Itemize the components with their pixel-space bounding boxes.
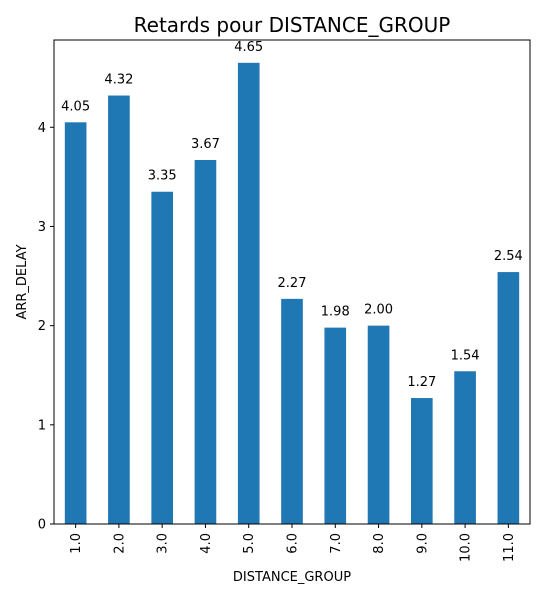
y-tick-label: 2 <box>38 319 46 334</box>
x-tick-label: 3.0 <box>156 533 171 554</box>
bars-layer <box>64 62 520 525</box>
data-label-4.0: 3.67 <box>191 137 220 152</box>
bar-10.0 <box>454 371 476 524</box>
data-label-9.0: 1.27 <box>407 375 436 390</box>
x-tick-label: 5.0 <box>242 533 257 554</box>
x-axis-label: DISTANCE_GROUP <box>233 570 351 585</box>
x-tick-label: 11.0 <box>502 533 517 562</box>
data-label-8.0: 2.00 <box>364 303 393 318</box>
data-label-11.0: 2.54 <box>494 249 523 264</box>
data-label-1.0: 4.05 <box>61 99 90 114</box>
bar-9.0 <box>411 398 433 524</box>
x-axis: 1.0 2.0 3.0 4.0 5.0 6.0 7.0 8.0 9.0 10.0 11.0 <box>69 524 517 562</box>
y-tick-label: 0 <box>38 518 46 533</box>
x-tick-label: 6.0 <box>286 533 301 554</box>
bar-8.0 <box>367 325 390 524</box>
data-label-3.0: 3.35 <box>148 169 177 184</box>
bar-2.0 <box>108 95 130 524</box>
y-tick-label: 1 <box>38 418 46 433</box>
y-axis-label: ARR_DELAY <box>15 244 30 319</box>
x-tick-label: 10.0 <box>459 533 474 562</box>
x-tick-label: 4.0 <box>199 533 214 554</box>
data-label-6.0: 2.27 <box>278 276 307 291</box>
data-label-7.0: 1.98 <box>321 305 350 320</box>
y-tick-label: 4 <box>38 121 46 136</box>
chart-title: Retards pour DISTANCE_GROUP <box>134 13 451 37</box>
x-tick-label: 7.0 <box>329 533 344 554</box>
y-axis: 0 1 2 3 4 <box>38 121 54 533</box>
data-label-5.0: 4.65 <box>234 40 263 55</box>
data-labels-layer: 4.05 4.32 3.35 3.67 4.65 2.27 1.98 2.00 1.27 1.54… <box>61 40 523 390</box>
bar-1.0 <box>64 122 87 524</box>
x-tick-label: 9.0 <box>415 533 430 554</box>
bar-6.0 <box>281 298 303 524</box>
bar-3.0 <box>151 191 173 524</box>
bar-7.0 <box>324 327 347 524</box>
bar-5.0 <box>237 62 260 525</box>
x-tick-label: 8.0 <box>372 533 387 554</box>
x-tick-label: 1.0 <box>69 533 84 554</box>
bar-11.0 <box>497 272 520 524</box>
x-tick-label: 2.0 <box>112 533 127 554</box>
y-tick-label: 3 <box>38 220 46 235</box>
data-label-2.0: 4.32 <box>104 73 133 88</box>
data-label-10.0: 1.54 <box>451 348 480 363</box>
bar-4.0 <box>194 160 217 525</box>
